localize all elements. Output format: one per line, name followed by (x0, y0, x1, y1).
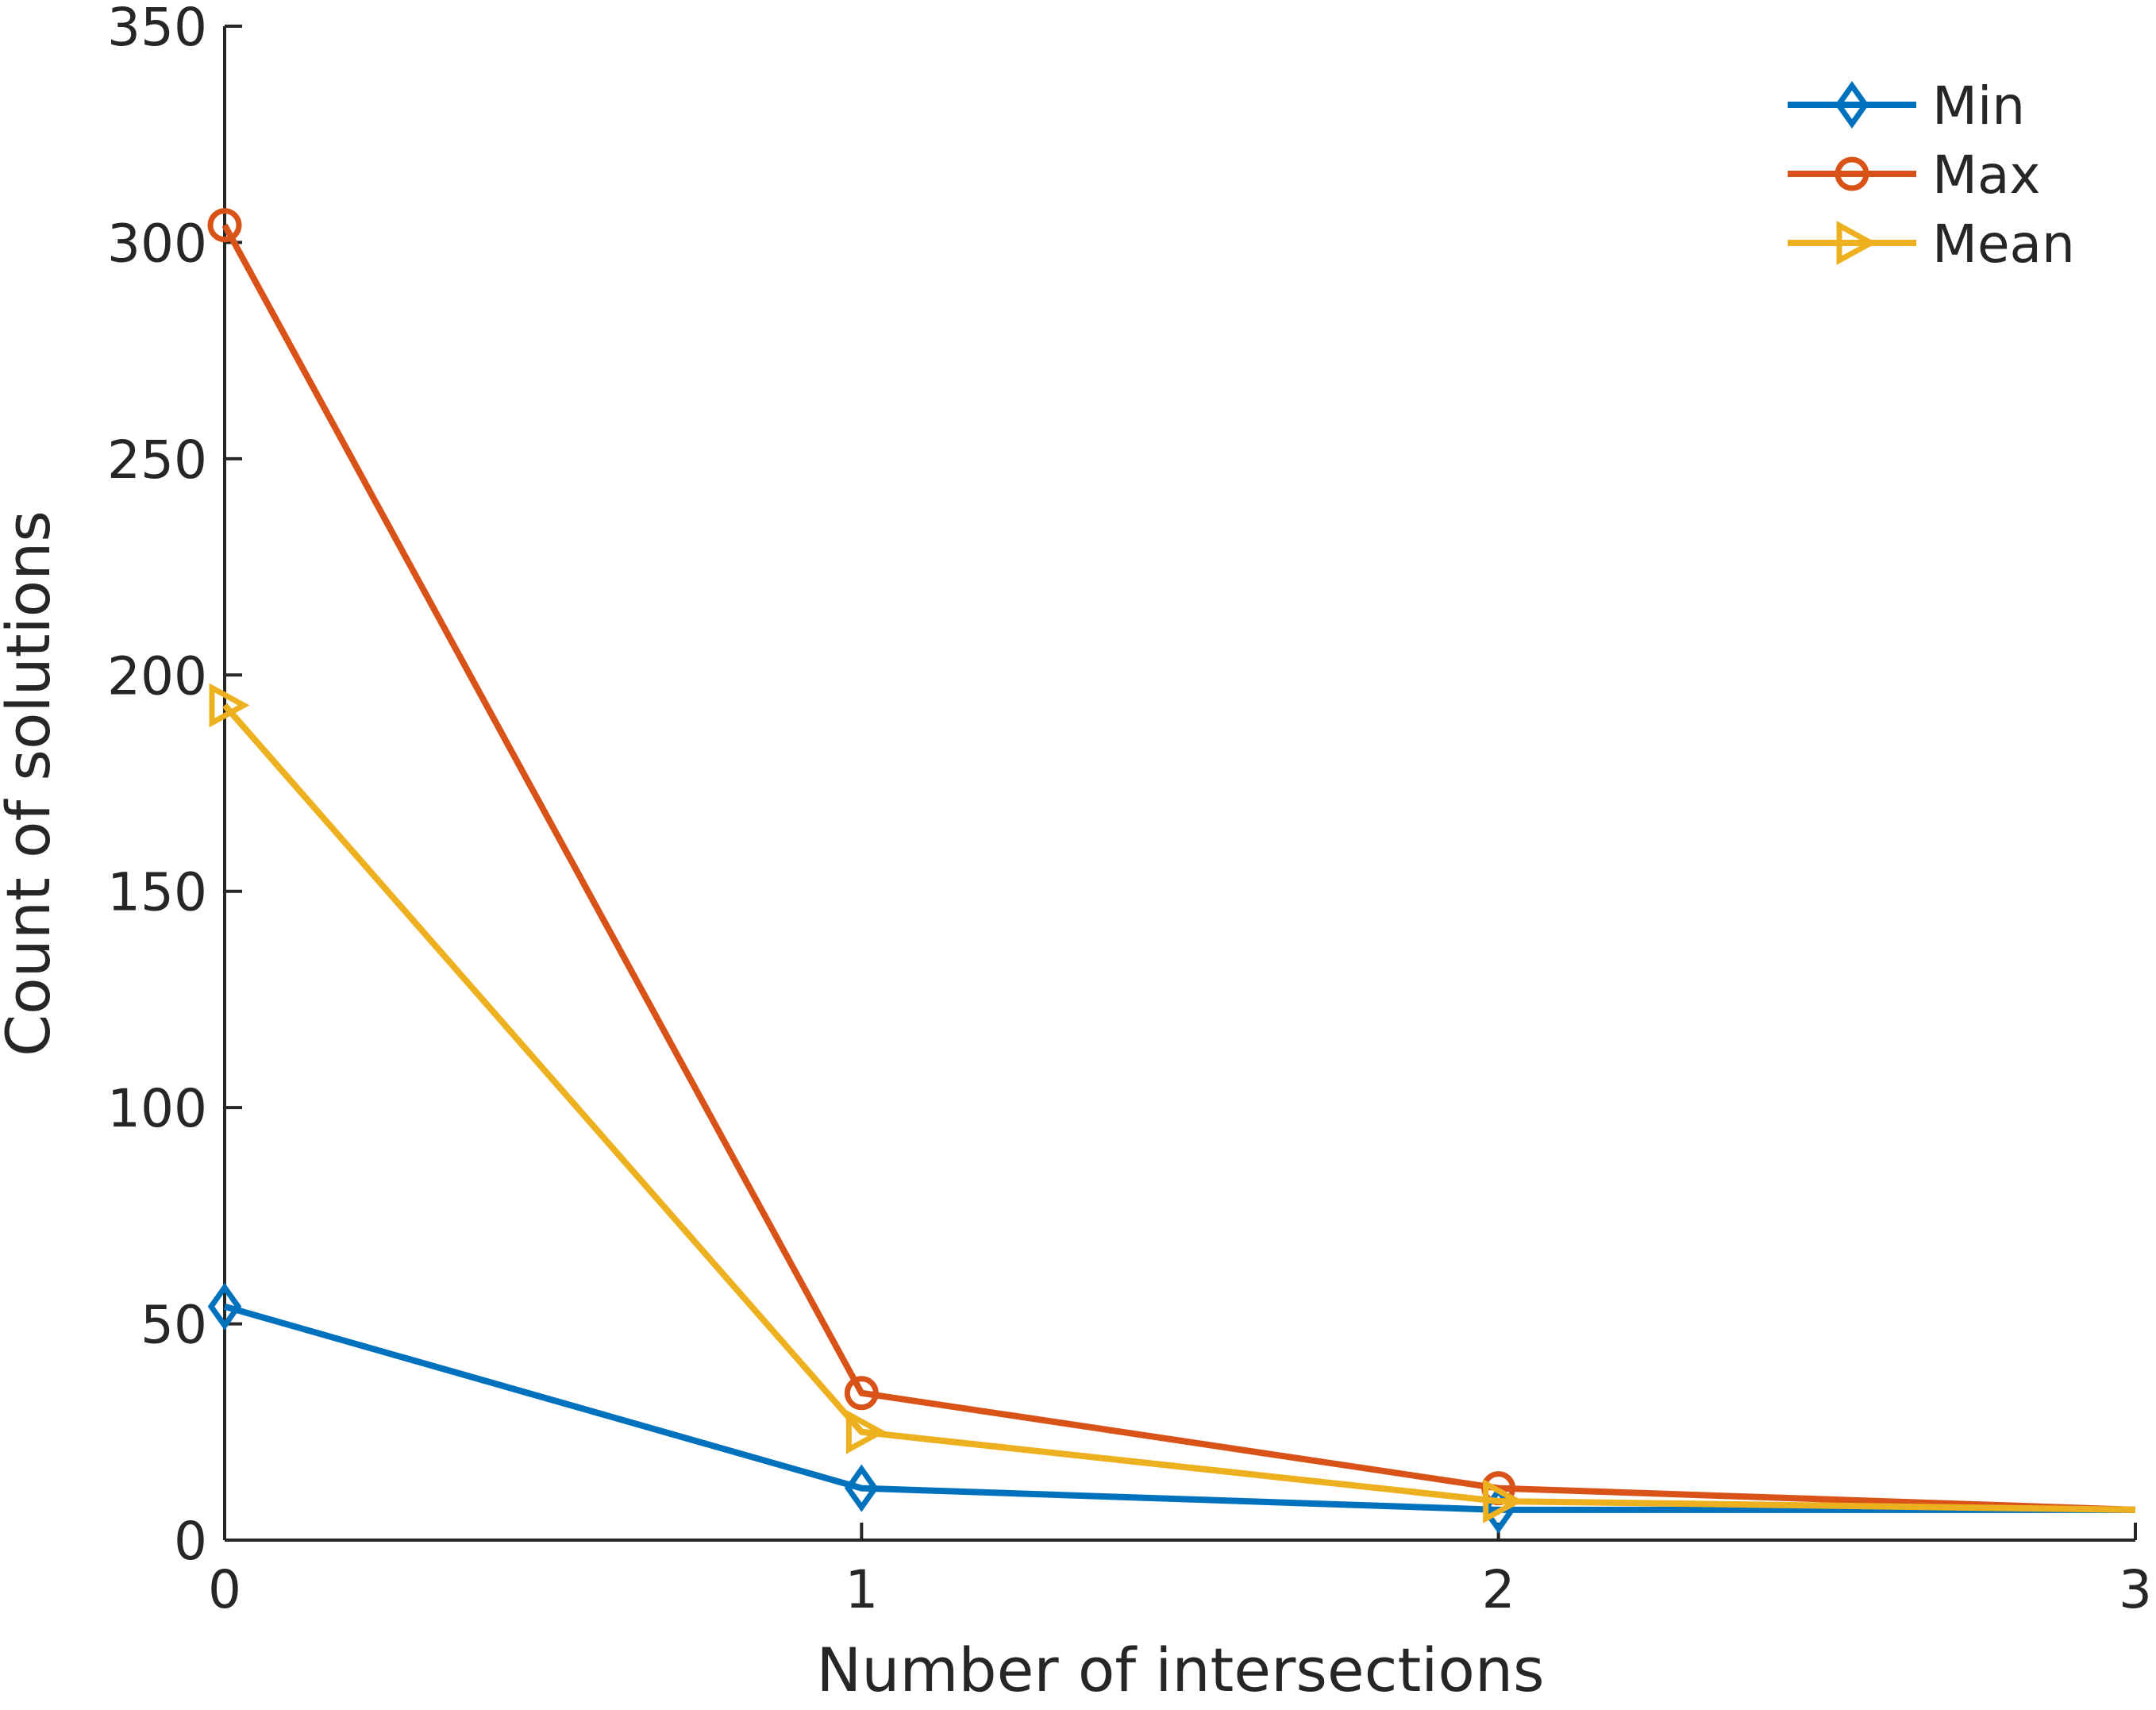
y-tick-label: 200 (107, 645, 207, 707)
legend-label-max: Max (1932, 144, 2040, 206)
x-axis-title: Number of intersections (816, 1635, 1544, 1705)
legend: Min Max Mean (1788, 75, 2075, 275)
legend-item-mean: Mean (1788, 214, 2075, 275)
series-line-min (223, 1303, 2135, 1513)
series-layer (207, 208, 2136, 1534)
y-tick-label: 100 (107, 1078, 207, 1139)
legend-label-min: Min (1932, 75, 2025, 137)
x-tick-label: 2 (1482, 1559, 1515, 1620)
series-line-max (221, 223, 2136, 1513)
data-point-mean (1483, 1479, 1523, 1523)
y-tick-label: 150 (107, 862, 207, 923)
y-ticks: 0 50 100 150 200 250 300 350 (107, 0, 242, 1572)
data-point-mean (845, 1409, 887, 1454)
x-ticks: 0 1 2 3 (208, 1523, 2152, 1620)
y-tick-label: 0 (174, 1511, 207, 1572)
x-tick-label: 0 (208, 1559, 241, 1620)
data-point-max (207, 208, 242, 243)
series-max (207, 208, 2136, 1513)
y-axis-title: Count of solutions (0, 510, 64, 1057)
x-tick-label: 1 (845, 1559, 878, 1620)
data-point-min (207, 1282, 242, 1331)
legend-marker-min (1835, 80, 1869, 129)
series-min (207, 1282, 2135, 1534)
series-mean (209, 683, 2136, 1523)
data-point-min (845, 1464, 879, 1512)
legend-label-mean: Mean (1932, 214, 2075, 275)
y-tick-label: 300 (107, 213, 207, 274)
series-line-mean (221, 703, 2136, 1513)
data-point-max (844, 1376, 879, 1411)
legend-item-min: Min (1788, 75, 2025, 137)
x-tick-label: 3 (2119, 1559, 2152, 1620)
legend-marker-mean (1836, 221, 1877, 265)
legend-marker-max (1835, 156, 1869, 191)
data-point-mean (209, 683, 250, 728)
y-tick-label: 350 (107, 0, 207, 58)
y-tick-label: 50 (141, 1295, 207, 1356)
legend-item-max: Max (1788, 144, 2040, 206)
y-tick-label: 250 (107, 429, 207, 491)
